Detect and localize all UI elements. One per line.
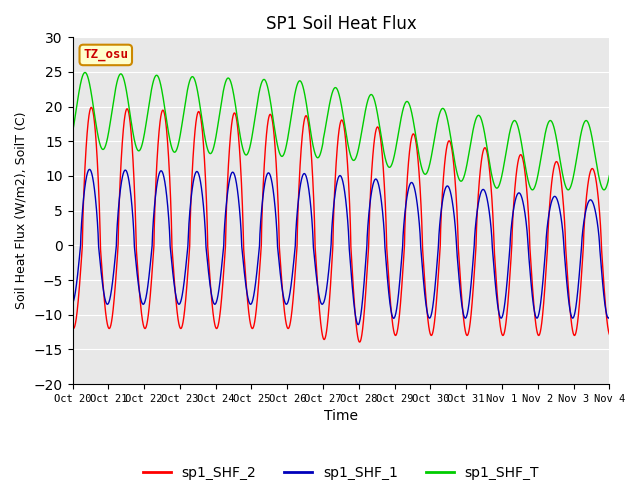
sp1_SHF_2 [470,284,477,290]
sp1_SHF_2 [166,185,174,191]
sp1_SHF_1 [86,167,93,172]
sp1_SHF_2 [356,339,364,345]
sp1_SHF_2 [274,192,282,198]
Y-axis label: Soil Heat Flux (W/m2), SoilT (C): Soil Heat Flux (W/m2), SoilT (C) [15,112,28,310]
sp1_SHF_T [510,118,518,123]
sp1_SHF_2 [88,105,95,110]
sp1_SHF_1 [68,300,76,306]
sp1_SHF_2 [418,222,426,228]
sp1_SHF_T [81,70,89,75]
Line: sp1_SHF_1: sp1_SHF_1 [72,169,609,324]
sp1_SHF_T [68,130,76,135]
sp1_SHF_1 [510,203,518,209]
sp1_SHF_1 [355,322,362,327]
Legend: sp1_SHF_2, sp1_SHF_1, sp1_SHF_T: sp1_SHF_2, sp1_SHF_1, sp1_SHF_T [137,460,545,480]
Text: TZ_osu: TZ_osu [83,48,128,61]
Line: sp1_SHF_2: sp1_SHF_2 [72,108,609,342]
sp1_SHF_2 [605,332,613,337]
sp1_SHF_2 [68,324,76,330]
sp1_SHF_1 [274,246,282,252]
sp1_SHF_1 [470,254,477,260]
sp1_SHF_2 [510,195,518,201]
Line: sp1_SHF_T: sp1_SHF_T [72,72,609,190]
sp1_SHF_1 [391,314,399,320]
sp1_SHF_1 [166,243,174,249]
X-axis label: Time: Time [324,409,358,423]
sp1_SHF_1 [418,259,426,264]
sp1_SHF_T [418,165,426,171]
sp1_SHF_T [600,187,608,193]
sp1_SHF_2 [391,332,399,337]
sp1_SHF_T [391,151,399,157]
sp1_SHF_T [274,144,282,149]
sp1_SHF_T [469,127,477,132]
sp1_SHF_T [166,138,174,144]
sp1_SHF_1 [605,314,613,320]
Title: SP1 Soil Heat Flux: SP1 Soil Heat Flux [266,15,417,33]
sp1_SHF_T [605,173,613,179]
